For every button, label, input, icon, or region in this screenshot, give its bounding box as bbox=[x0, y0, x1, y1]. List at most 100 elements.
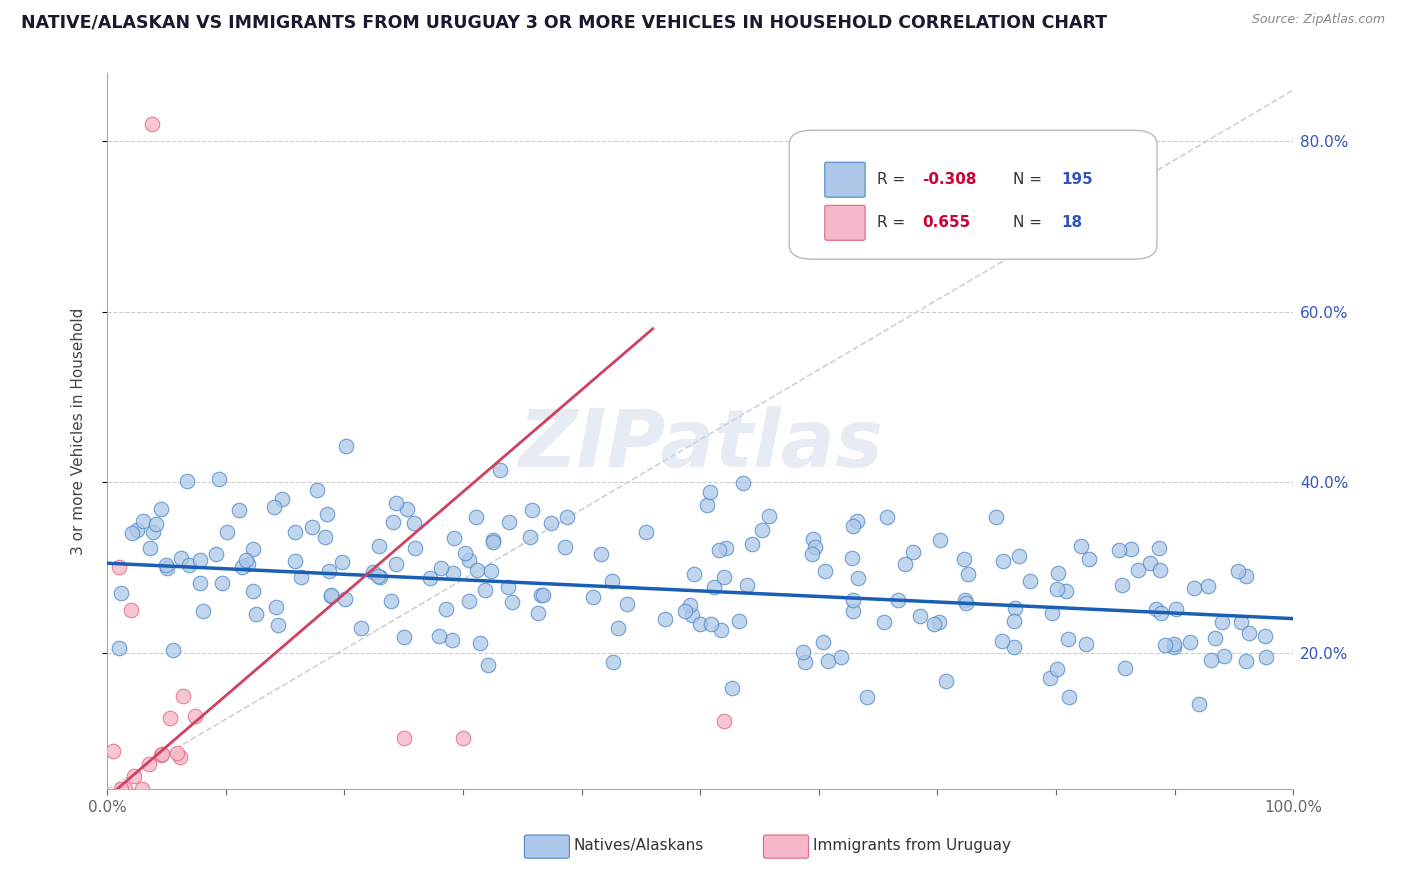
Point bbox=[924, 616, 946, 631]
Point bbox=[142, 524, 165, 539]
Point bbox=[1211, 615, 1233, 629]
Point bbox=[681, 607, 703, 622]
Point bbox=[554, 540, 576, 554]
Point bbox=[1074, 637, 1097, 651]
Text: N =: N = bbox=[1014, 215, 1047, 230]
Point bbox=[131, 782, 153, 797]
Point bbox=[318, 564, 340, 578]
Point bbox=[498, 516, 520, 530]
Text: NATIVE/ALASKAN VS IMMIGRANTS FROM URUGUAY 3 OR MORE VEHICLES IN HOUSEHOLD CORREL: NATIVE/ALASKAN VS IMMIGRANTS FROM URUGUA… bbox=[21, 13, 1107, 31]
Point bbox=[1180, 635, 1202, 649]
Point bbox=[600, 574, 623, 588]
Point bbox=[440, 633, 463, 648]
Text: Immigrants from Uruguay: Immigrants from Uruguay bbox=[813, 838, 1011, 854]
Point bbox=[184, 708, 207, 723]
Point bbox=[814, 564, 837, 578]
Point bbox=[929, 533, 952, 547]
Point bbox=[1114, 661, 1136, 675]
Text: R =: R = bbox=[877, 172, 910, 187]
Point bbox=[1111, 578, 1133, 592]
Point bbox=[830, 650, 852, 665]
Point bbox=[856, 690, 879, 704]
Point bbox=[1045, 582, 1067, 596]
Point bbox=[1234, 654, 1257, 668]
Point bbox=[1149, 563, 1171, 577]
Point bbox=[419, 571, 441, 585]
Point bbox=[928, 615, 950, 629]
Point bbox=[188, 553, 211, 567]
Point bbox=[1002, 614, 1025, 628]
Point bbox=[430, 561, 453, 575]
Point bbox=[482, 533, 505, 548]
Point bbox=[893, 558, 915, 572]
Point bbox=[842, 604, 865, 618]
Point bbox=[242, 542, 264, 557]
Point bbox=[876, 510, 898, 524]
Text: Source: ZipAtlas.com: Source: ZipAtlas.com bbox=[1251, 13, 1385, 27]
Point bbox=[527, 606, 550, 620]
Point bbox=[394, 630, 416, 644]
Point bbox=[477, 658, 499, 673]
Point bbox=[714, 541, 737, 555]
Point bbox=[1188, 697, 1211, 711]
FancyBboxPatch shape bbox=[825, 162, 865, 197]
Point bbox=[367, 569, 389, 583]
Point bbox=[479, 565, 502, 579]
Point bbox=[699, 485, 721, 500]
Point bbox=[205, 547, 228, 561]
Text: -0.308: -0.308 bbox=[922, 172, 977, 187]
Point bbox=[335, 592, 357, 607]
Point bbox=[1054, 584, 1077, 599]
Point bbox=[873, 615, 896, 629]
Point bbox=[330, 555, 353, 569]
Point bbox=[443, 531, 465, 545]
Point bbox=[634, 524, 657, 539]
Point bbox=[496, 580, 519, 594]
Point bbox=[149, 502, 172, 516]
Point bbox=[482, 535, 505, 549]
Point bbox=[792, 645, 814, 659]
Point bbox=[101, 744, 124, 758]
Point bbox=[191, 604, 214, 618]
Point bbox=[301, 520, 323, 534]
Point bbox=[703, 580, 725, 594]
Point bbox=[1199, 653, 1222, 667]
Text: 18: 18 bbox=[1062, 215, 1083, 230]
Point bbox=[284, 525, 307, 540]
Point bbox=[1197, 579, 1219, 593]
Point bbox=[245, 607, 267, 621]
Point bbox=[846, 570, 869, 584]
Point bbox=[170, 551, 193, 566]
Point bbox=[380, 594, 402, 608]
Point bbox=[1008, 549, 1031, 563]
Point bbox=[696, 498, 718, 512]
Point bbox=[953, 592, 976, 607]
Point bbox=[679, 599, 702, 613]
Point bbox=[266, 618, 288, 632]
Point bbox=[385, 558, 408, 572]
Point bbox=[741, 537, 763, 551]
Point bbox=[1182, 581, 1205, 595]
Point bbox=[384, 496, 406, 510]
Point bbox=[800, 547, 823, 561]
Point bbox=[520, 503, 543, 517]
Point bbox=[683, 566, 706, 581]
Point bbox=[125, 523, 148, 537]
Point bbox=[335, 439, 357, 453]
Point bbox=[710, 623, 733, 637]
Point bbox=[474, 583, 496, 598]
FancyBboxPatch shape bbox=[789, 130, 1157, 260]
Point bbox=[131, 514, 153, 528]
Point bbox=[1164, 601, 1187, 615]
Point bbox=[370, 570, 392, 584]
Point bbox=[305, 483, 328, 497]
Point bbox=[1128, 564, 1150, 578]
Point bbox=[901, 545, 924, 559]
Point bbox=[488, 462, 510, 476]
Point bbox=[530, 588, 553, 602]
Point bbox=[1078, 552, 1101, 566]
Point bbox=[935, 673, 957, 688]
Point bbox=[1144, 602, 1167, 616]
Point bbox=[172, 689, 194, 703]
Point bbox=[713, 570, 735, 584]
